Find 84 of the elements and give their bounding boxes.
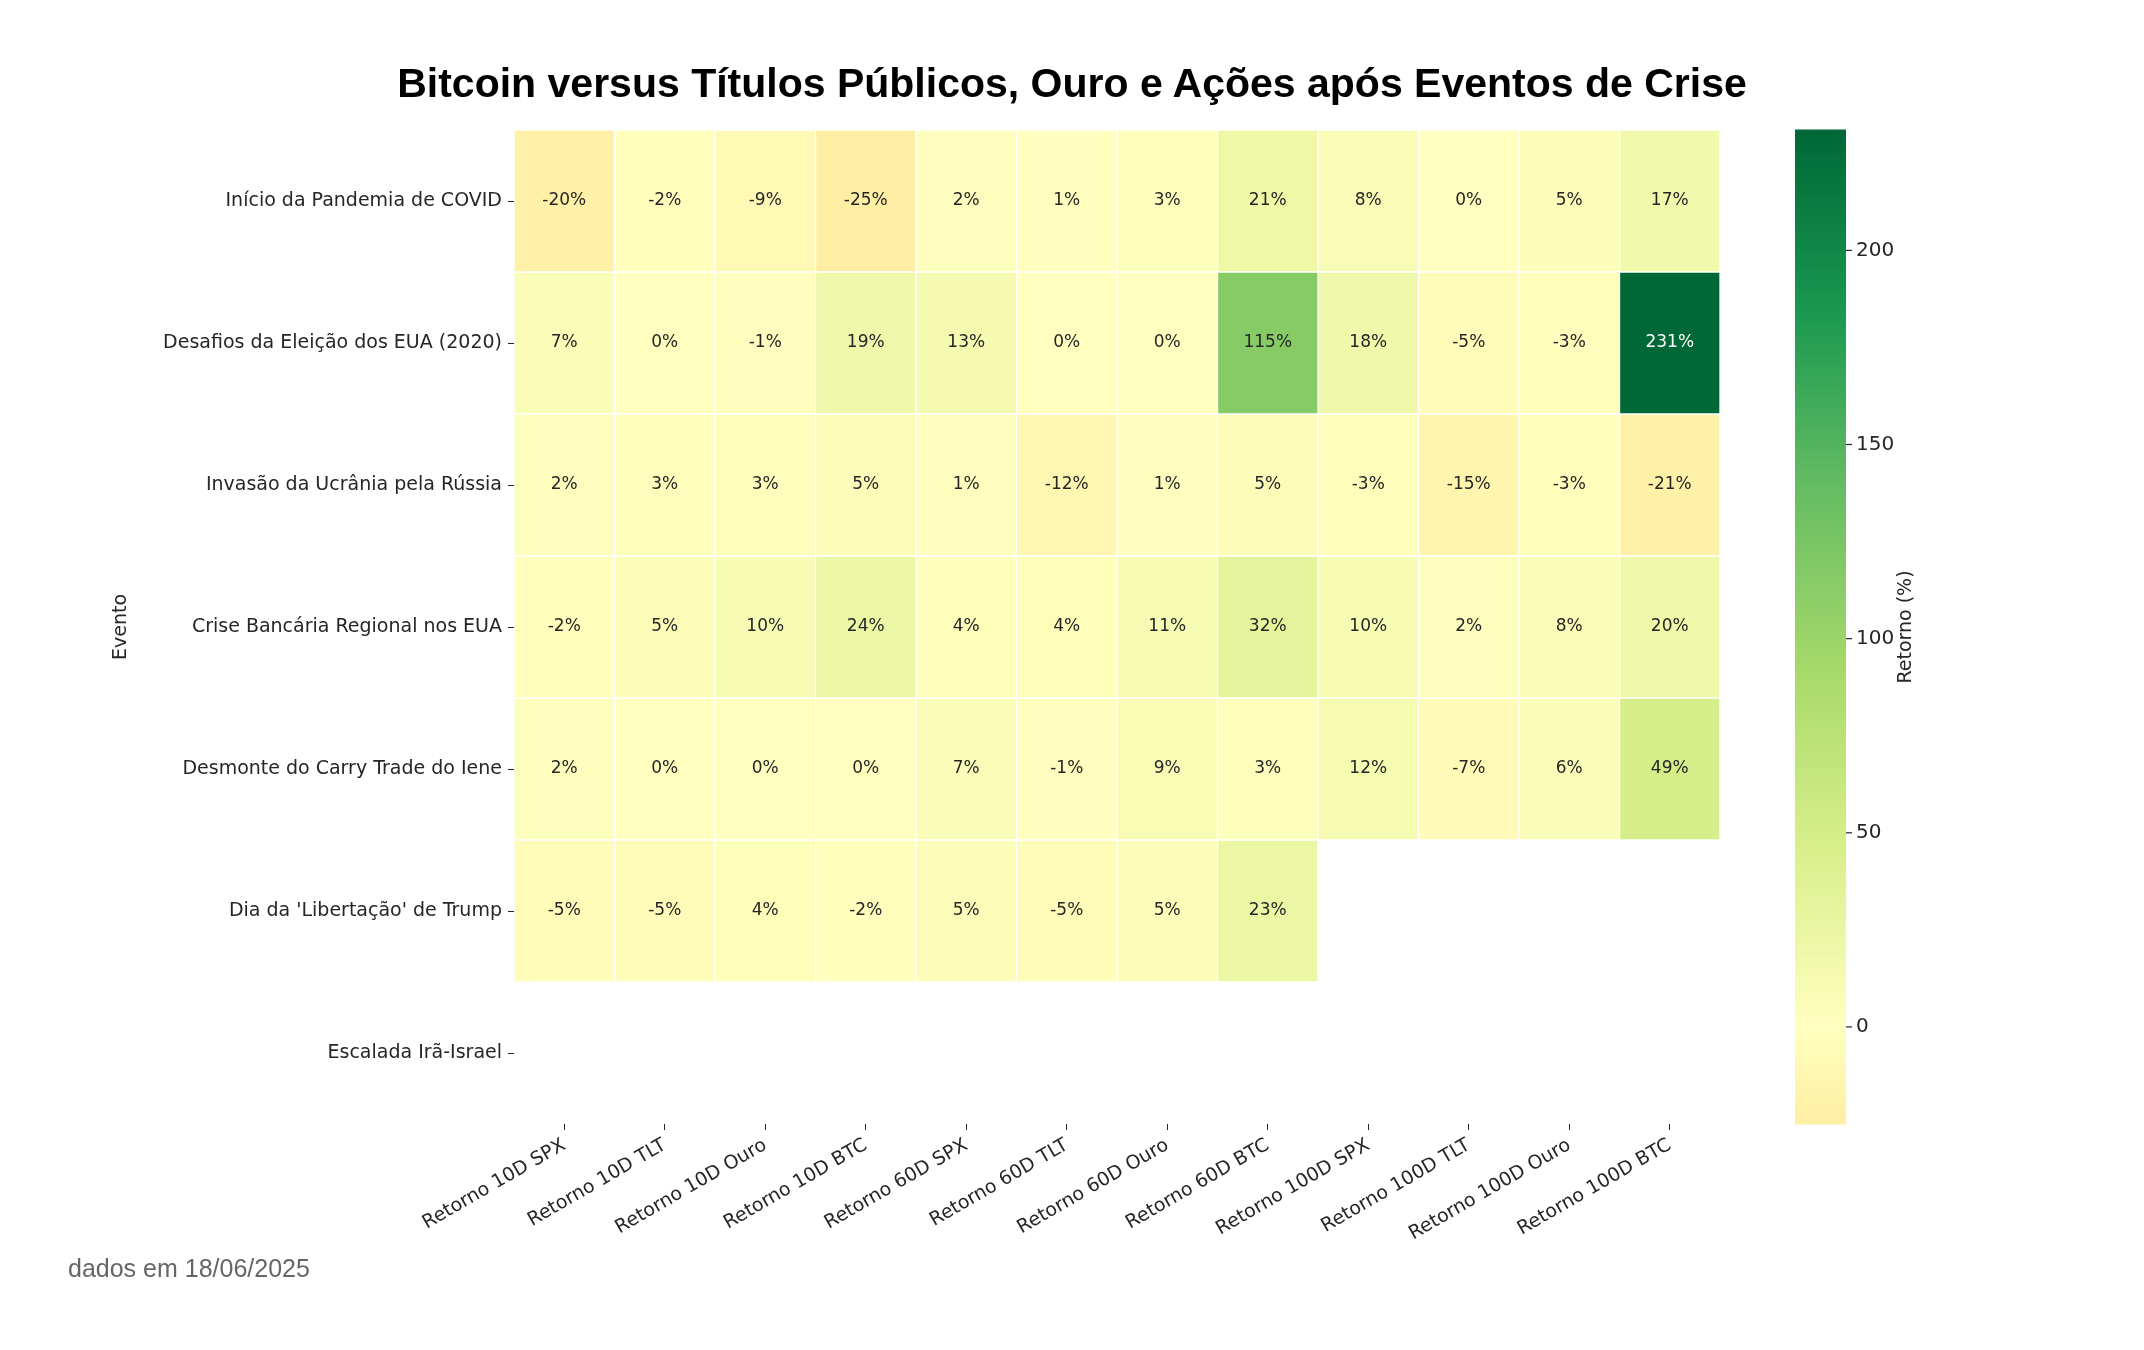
data-label: 115% <box>1243 331 1293 352</box>
data-label: -3% <box>1552 473 1586 494</box>
data-label: -15% <box>1446 473 1491 494</box>
data-label: 0% <box>651 331 679 352</box>
data-label: -1% <box>1050 757 1084 778</box>
chart-title: Bitcoin versus Títulos Públicos, Ouro e Ações após Eventos de Crise <box>396 60 1748 107</box>
data-label: -21% <box>1647 473 1692 494</box>
data-label: -1% <box>748 331 782 352</box>
data-label: 7% <box>550 331 578 352</box>
data-label: 3% <box>651 473 679 494</box>
data-label: 3% <box>1254 757 1282 778</box>
data-label: 5% <box>1555 189 1583 210</box>
data-label: -3% <box>1552 331 1586 352</box>
data-label: 13% <box>947 331 986 352</box>
data-label: 0% <box>1053 331 1081 352</box>
data-label: 2% <box>1455 615 1483 636</box>
data-label: 0% <box>751 757 779 778</box>
data-label: 5% <box>651 615 679 636</box>
data-label: 23% <box>1248 899 1287 920</box>
y-tick-label: Desmonte do Carry Trade do Iene <box>182 755 502 778</box>
data-label: -5% <box>1050 899 1084 920</box>
data-label: 10% <box>1349 615 1388 636</box>
data-label: 4% <box>952 615 980 636</box>
text: dados em 18/06/2025 <box>68 1254 310 1283</box>
color-bar-label: 100 <box>1856 624 1895 649</box>
color-bar-title: Retorno (%) <box>1892 570 1915 684</box>
data-label: 19% <box>846 331 885 352</box>
data-label: 24% <box>846 615 885 636</box>
data-label: 0% <box>1455 189 1483 210</box>
data-label: 5% <box>852 473 880 494</box>
data-label: -5% <box>547 899 581 920</box>
data-label: 9% <box>1153 757 1181 778</box>
color-bar-label: 50 <box>1856 818 1882 843</box>
y-tick-label: Dia da 'Libertação' de Trump <box>228 897 502 920</box>
data-label: 2% <box>952 189 980 210</box>
data-label: 21% <box>1248 189 1287 210</box>
data-label: 3% <box>751 473 779 494</box>
data-label: 4% <box>751 899 779 920</box>
data-label: 12% <box>1349 757 1388 778</box>
y-tick-label: Invasão da Ucrânia pela Rússia <box>205 471 502 494</box>
data-label: -25% <box>843 189 888 210</box>
data-label: 2% <box>550 757 578 778</box>
color-bar-label: 150 <box>1856 430 1895 455</box>
data-label: 1% <box>952 473 980 494</box>
data-label: 18% <box>1349 331 1388 352</box>
data-label: -2% <box>648 189 682 210</box>
data-label: 8% <box>1354 189 1382 210</box>
data-label: 17% <box>1650 189 1689 210</box>
data-label: 20% <box>1650 615 1689 636</box>
y-tick-label: Crise Bancária Regional nos EUA <box>191 613 502 636</box>
data-label: -2% <box>547 615 581 636</box>
data-label: -2% <box>849 899 883 920</box>
data-label: 0% <box>852 757 880 778</box>
data-label: 0% <box>651 757 679 778</box>
data-label: -5% <box>648 899 682 920</box>
data-label: 1% <box>1153 473 1181 494</box>
data-label: 10% <box>746 615 785 636</box>
data-label: -7% <box>1452 757 1486 778</box>
data-label: 5% <box>952 899 980 920</box>
data-label: 5% <box>1254 473 1282 494</box>
data-label: -20% <box>542 189 587 210</box>
y-tick-label: Escalada Irã-Israel <box>327 1039 502 1062</box>
data-label: 0% <box>1153 331 1181 352</box>
data-label: 231% <box>1645 331 1695 352</box>
data-label: 6% <box>1555 757 1583 778</box>
y-tick-label: Desafios da Eleição dos EUA (2020) <box>163 329 502 352</box>
y-axis-title: Evento <box>108 593 131 661</box>
data-label: -5% <box>1452 331 1486 352</box>
data-label: 49% <box>1650 757 1689 778</box>
data-label: 5% <box>1153 899 1181 920</box>
y-tick-label: Início da Pandemia de COVID <box>225 187 502 210</box>
color-bar-label: 0 <box>1856 1013 1869 1038</box>
data-label: 8% <box>1555 615 1583 636</box>
data-label: 32% <box>1248 615 1287 636</box>
data-label: 11% <box>1148 615 1187 636</box>
color-bar-label: 200 <box>1856 236 1895 261</box>
data-label: 7% <box>952 757 980 778</box>
data-label: 4% <box>1053 615 1081 636</box>
data-label: -9% <box>748 189 782 210</box>
data-label: 1% <box>1053 189 1081 210</box>
data-label: -12% <box>1044 473 1089 494</box>
data-label: -3% <box>1351 473 1385 494</box>
data-label: 3% <box>1153 189 1181 210</box>
data-label: 2% <box>550 473 578 494</box>
